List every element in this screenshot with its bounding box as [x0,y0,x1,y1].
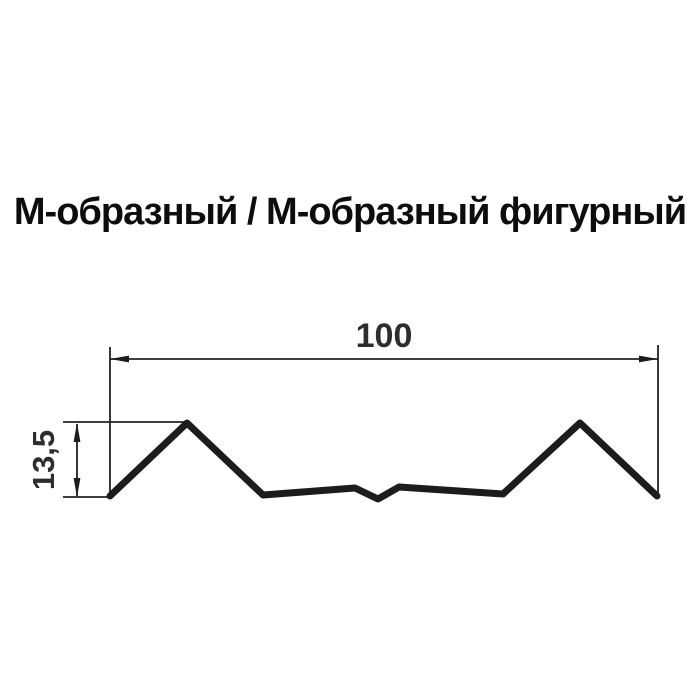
width-arrow-left-icon [110,355,129,363]
height-arrow-bottom-icon [73,478,81,497]
width-arrow-right-icon [639,355,658,363]
profile-outline [106,419,661,503]
height-arrow-top-icon [73,423,81,442]
drawing-title: М-образный / М-образный фигурный [13,191,687,233]
height-dimension-label: 13,5 [26,430,61,490]
width-dimension-label: 100 [356,317,413,355]
